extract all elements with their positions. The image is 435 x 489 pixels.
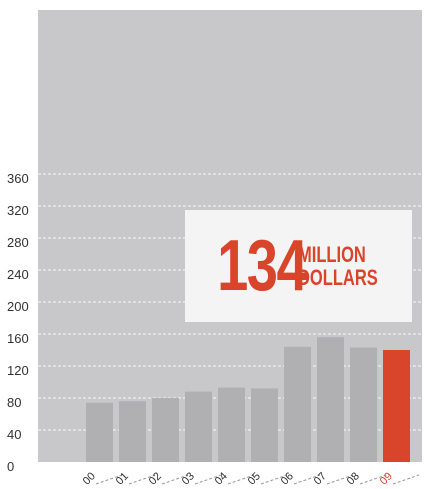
bar <box>152 398 179 462</box>
headline-callout: 134 MILLION DOLLARS <box>185 210 412 322</box>
x-tick-label: 01 <box>114 470 131 487</box>
x-tick-divider <box>95 474 123 485</box>
y-tick-label: 280 <box>7 235 29 250</box>
x-tick-divider <box>227 474 255 485</box>
x-tick-label: 08 <box>345 470 362 487</box>
callout-unit: MILLION DOLLARS <box>298 243 378 289</box>
y-tick-label: 200 <box>7 299 29 314</box>
bar-highlight <box>383 350 410 462</box>
callout-number: 134 <box>217 226 308 306</box>
bar <box>86 402 113 462</box>
x-tick-divider <box>194 474 222 485</box>
bar <box>284 346 311 462</box>
x-tick-label: 06 <box>279 470 296 487</box>
x-tick-divider <box>326 474 354 485</box>
x-tick-label: 09 <box>378 470 395 487</box>
y-tick-label: 360 <box>7 171 29 186</box>
x-tick-label: 07 <box>312 470 329 487</box>
x-tick-label: 03 <box>180 470 197 487</box>
y-axis-ticks: 0 40 80 120 160 200 240 280 320 360 <box>7 171 29 474</box>
x-tick-divider <box>128 474 156 485</box>
x-tick-divider <box>161 474 189 485</box>
bar <box>251 388 278 462</box>
y-tick-label: 320 <box>7 203 29 218</box>
y-tick-label: 160 <box>7 331 29 346</box>
y-tick-label: 240 <box>7 267 29 282</box>
x-tick-label: 02 <box>147 470 164 487</box>
y-tick-label: 120 <box>7 363 29 378</box>
callout-unit-line2: DOLLARS <box>298 265 379 290</box>
y-tick-label: 0 <box>7 459 14 474</box>
y-tick-label: 40 <box>7 427 21 442</box>
x-tick-label: 05 <box>246 470 263 487</box>
callout-unit-line1: MILLION <box>298 241 367 267</box>
x-axis-ticks: 00 01 02 03 04 05 06 07 08 09 <box>81 470 420 487</box>
x-tick-label: 04 <box>213 470 230 487</box>
bars-layer <box>86 337 410 462</box>
bar <box>350 347 377 462</box>
bar <box>317 337 344 462</box>
x-tick-divider <box>260 474 288 485</box>
x-tick-divider <box>359 474 387 485</box>
x-tick-label: 00 <box>81 470 98 487</box>
x-tick-divider <box>293 474 321 485</box>
x-tick-divider <box>392 474 420 485</box>
bar <box>119 401 146 462</box>
bar <box>218 387 245 462</box>
y-tick-label: 80 <box>7 395 21 410</box>
bar <box>185 391 212 462</box>
